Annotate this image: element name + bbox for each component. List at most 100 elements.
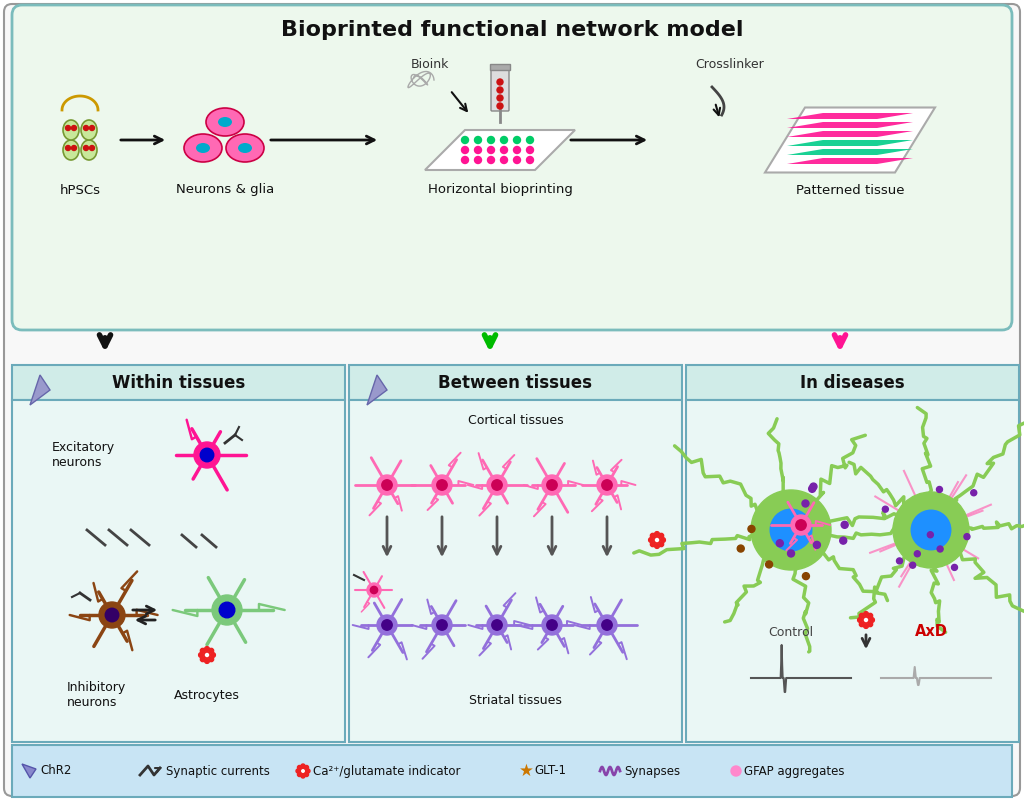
Ellipse shape [184, 134, 222, 162]
Circle shape [300, 769, 305, 774]
Text: hPSCs: hPSCs [59, 183, 100, 197]
Circle shape [883, 506, 889, 512]
Polygon shape [787, 113, 913, 119]
Circle shape [212, 595, 242, 625]
Circle shape [297, 766, 301, 770]
Circle shape [304, 766, 308, 770]
Circle shape [859, 622, 864, 626]
Circle shape [206, 654, 209, 657]
Circle shape [371, 586, 378, 594]
Circle shape [84, 126, 88, 130]
Circle shape [650, 534, 655, 538]
Circle shape [796, 520, 806, 530]
FancyBboxPatch shape [12, 5, 1012, 330]
FancyBboxPatch shape [12, 365, 345, 400]
Ellipse shape [196, 143, 210, 153]
Circle shape [937, 546, 943, 552]
Circle shape [497, 103, 503, 109]
Circle shape [296, 769, 300, 773]
Text: GFAP aggregates: GFAP aggregates [744, 765, 845, 778]
Text: Synapses: Synapses [624, 765, 680, 778]
Circle shape [89, 126, 94, 130]
Circle shape [377, 475, 397, 495]
Circle shape [84, 146, 88, 150]
Circle shape [487, 475, 507, 495]
Circle shape [501, 157, 508, 163]
Circle shape [858, 618, 862, 622]
Circle shape [654, 537, 660, 543]
Polygon shape [787, 122, 913, 128]
Circle shape [72, 126, 77, 130]
Text: ChR2: ChR2 [40, 765, 72, 778]
Polygon shape [30, 375, 50, 405]
Text: Bioink: Bioink [411, 58, 450, 71]
Circle shape [868, 622, 872, 626]
Polygon shape [787, 158, 913, 164]
Circle shape [859, 614, 864, 618]
Circle shape [204, 652, 210, 658]
Circle shape [302, 770, 304, 772]
Circle shape [964, 534, 970, 540]
FancyBboxPatch shape [686, 400, 1019, 742]
Circle shape [304, 773, 308, 777]
Circle shape [199, 653, 204, 658]
Circle shape [909, 562, 915, 568]
Circle shape [766, 561, 772, 568]
Circle shape [487, 615, 507, 635]
Text: Patterned tissue: Patterned tissue [796, 183, 904, 197]
Circle shape [655, 538, 658, 542]
Circle shape [813, 542, 820, 548]
Circle shape [526, 146, 534, 154]
Circle shape [648, 538, 653, 542]
Circle shape [841, 522, 848, 528]
Circle shape [462, 137, 469, 143]
FancyBboxPatch shape [12, 400, 345, 742]
Text: Excitatory
neurons: Excitatory neurons [52, 441, 115, 469]
Circle shape [219, 602, 234, 618]
Text: Neurons & glia: Neurons & glia [176, 183, 274, 197]
Circle shape [474, 146, 481, 154]
Text: Control: Control [768, 626, 813, 638]
Polygon shape [765, 107, 935, 173]
Text: GLT-1: GLT-1 [534, 765, 566, 778]
Text: Crosslinker: Crosslinker [695, 58, 764, 71]
Circle shape [547, 480, 557, 490]
Circle shape [914, 550, 921, 557]
Circle shape [201, 448, 214, 462]
Circle shape [776, 540, 783, 546]
FancyBboxPatch shape [4, 4, 1020, 796]
Circle shape [501, 146, 508, 154]
Circle shape [194, 442, 220, 468]
Polygon shape [787, 131, 913, 137]
Circle shape [547, 620, 557, 630]
Polygon shape [787, 140, 913, 146]
Circle shape [501, 137, 508, 143]
Circle shape [864, 618, 867, 622]
Circle shape [201, 657, 205, 662]
Circle shape [751, 490, 831, 570]
Text: Ca²⁺/glutamate indicator: Ca²⁺/glutamate indicator [313, 765, 461, 778]
Circle shape [205, 646, 209, 651]
Text: Inhibitory
neurons: Inhibitory neurons [67, 681, 126, 709]
Circle shape [432, 615, 452, 635]
Circle shape [791, 515, 811, 535]
Circle shape [951, 565, 957, 570]
Circle shape [301, 764, 305, 768]
FancyBboxPatch shape [12, 745, 1012, 797]
Circle shape [72, 146, 77, 150]
Polygon shape [787, 149, 913, 155]
Circle shape [731, 766, 741, 776]
Circle shape [748, 526, 755, 533]
Circle shape [382, 480, 392, 490]
FancyBboxPatch shape [490, 69, 509, 111]
Circle shape [513, 146, 520, 154]
Circle shape [382, 620, 392, 630]
Ellipse shape [81, 140, 97, 160]
Circle shape [492, 480, 502, 490]
Circle shape [654, 532, 659, 536]
Circle shape [367, 583, 381, 597]
Text: In diseases: In diseases [800, 374, 905, 391]
Text: Astrocytes: Astrocytes [174, 689, 240, 702]
FancyBboxPatch shape [490, 64, 510, 70]
Circle shape [105, 608, 119, 622]
